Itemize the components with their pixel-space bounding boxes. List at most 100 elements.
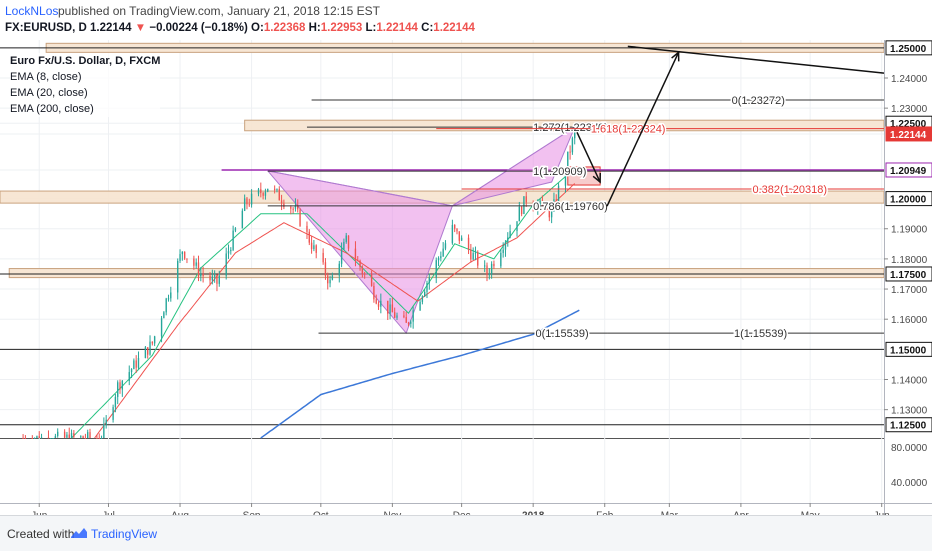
candle-up	[509, 231, 511, 238]
candle-down	[183, 251, 186, 259]
candle-up	[70, 433, 73, 438]
volume-tick-label: 80.0000	[891, 443, 928, 454]
price-tick-label: 1.19000	[891, 225, 928, 236]
candle-up	[112, 407, 114, 420]
candle-up	[412, 310, 414, 322]
legend-ema-8: EMA (8, close)	[10, 69, 161, 85]
candle-up	[144, 347, 147, 359]
price-level-label: 1.12500	[890, 421, 927, 432]
candle-up	[490, 263, 493, 275]
candle-down	[193, 258, 195, 266]
candle-down	[22, 438, 24, 439]
candle-down	[467, 237, 470, 250]
candle-up	[557, 185, 560, 203]
arrow-head-icon	[592, 173, 601, 184]
price-level-box	[885, 191, 932, 207]
price-level-box	[885, 40, 932, 56]
candles	[22, 126, 576, 439]
candle-up	[117, 382, 119, 397]
candle-down	[363, 273, 366, 275]
candle-up	[103, 424, 105, 438]
candle-up	[571, 138, 574, 153]
candle-up	[52, 438, 54, 439]
price-level-label: 1.17500	[890, 270, 927, 281]
candle-up	[460, 237, 463, 241]
candle-down	[324, 262, 327, 276]
candle-up	[504, 241, 507, 250]
candle-down	[470, 249, 472, 260]
arrow-shaft	[606, 52, 680, 207]
trendline	[627, 45, 885, 74]
candle-down	[520, 206, 523, 215]
harmonic-pattern	[266, 125, 576, 335]
fib-level-label: 1(1.20909)	[533, 166, 586, 178]
pattern-line-bd	[452, 126, 575, 207]
candle-down	[262, 193, 264, 196]
candle-down	[290, 206, 292, 209]
high-value: 1.22953	[320, 22, 363, 34]
candle-down	[63, 431, 66, 438]
legend-ema-20: EMA (20, close)	[10, 85, 161, 101]
candle-down	[357, 260, 359, 262]
candle-down	[493, 263, 495, 267]
candle-up	[472, 253, 474, 260]
candle-up	[54, 435, 57, 438]
time-tick-label: Oct	[313, 510, 329, 515]
candle-down	[403, 315, 405, 318]
candle-down	[260, 189, 262, 194]
tradingview-brand[interactable]: TradingView	[91, 527, 158, 541]
candle-up	[225, 253, 227, 276]
candle-up	[232, 230, 234, 250]
candle-down	[216, 275, 218, 284]
candle-up	[50, 438, 52, 439]
fib-level-label: 0.382(1.20318)	[752, 184, 827, 196]
ema-lines	[71, 168, 580, 439]
candle-down	[486, 265, 488, 276]
time-tick-label: Jun	[31, 510, 47, 515]
candle-down	[98, 438, 100, 439]
symbol-label: FX:EURUSD, D	[5, 22, 87, 34]
price-level-box	[885, 417, 932, 433]
candle-up	[105, 419, 107, 425]
candle-up	[426, 283, 428, 292]
candle-up	[488, 274, 491, 276]
candle-up	[553, 199, 555, 211]
sr-zone	[8, 268, 885, 279]
tradingview-logo-icon[interactable]	[70, 526, 88, 540]
candle-up	[484, 265, 486, 267]
candle-up	[181, 251, 184, 255]
candle-up	[338, 263, 340, 276]
candle-up	[435, 260, 437, 278]
candle-down	[297, 205, 299, 210]
created-with-text: Created with	[7, 527, 75, 541]
candle-up	[149, 341, 151, 355]
price-chart[interactable]: 0(1.23272) 1.272(1.22370)1.618(1.22324) 1(…	[0, 40, 932, 515]
fib-levels: 0(1.23272) 1.272(1.22370)1.618(1.22324) 1(…	[267, 94, 884, 342]
candle-down	[377, 303, 380, 307]
price-tick-label: 1.18000	[891, 255, 928, 266]
candle-up	[165, 298, 167, 313]
fib-level-label: 1.272(1.22370)	[533, 122, 608, 134]
candle-up	[340, 249, 343, 264]
candle-down	[96, 438, 98, 439]
candle-up	[243, 198, 246, 211]
candle-up	[437, 258, 440, 261]
candle-up	[100, 438, 103, 439]
candle-up	[177, 260, 179, 293]
candle-down	[246, 198, 248, 205]
price-axis[interactable]: 1.13000 1.14000 1.16000 1.17000 1.18000 1.190…	[884, 40, 932, 515]
candle-down	[541, 200, 544, 206]
candle-up	[200, 273, 202, 277]
candle-down	[310, 242, 313, 250]
candle-down	[197, 262, 200, 277]
candle-up	[537, 204, 539, 210]
time-axis[interactable]: Jun Jul Aug Sep Oct Nov Dec 2018 Feb Mar Apr May Jun	[0, 503, 932, 515]
price-level-label: 1.20000	[890, 195, 927, 206]
author-link[interactable]: LockNLos	[5, 4, 59, 18]
candle-up	[396, 315, 398, 318]
candle-up	[211, 276, 214, 281]
candle-up	[423, 291, 426, 297]
candle-up	[380, 300, 382, 307]
candle-down	[354, 248, 357, 261]
candle-down	[38, 436, 40, 438]
